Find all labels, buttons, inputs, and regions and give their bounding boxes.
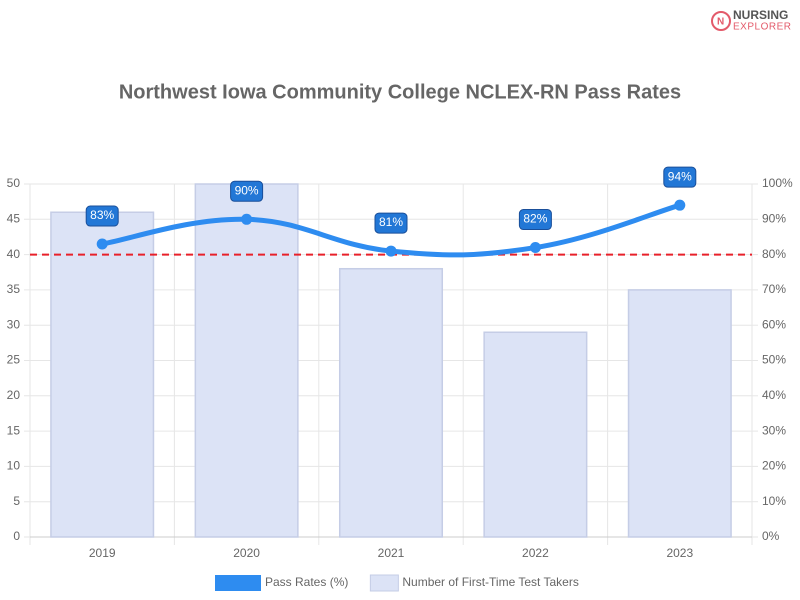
x-tick-label: 2019 [89,546,116,560]
x-tick-label: 2023 [666,546,693,560]
data-label: 94% [668,169,692,183]
y2-tick-label: 50% [762,353,786,367]
chart-title: Northwest Iowa Community College NCLEX-R… [119,81,681,103]
y2-tick-label: 70% [762,282,786,296]
bar [50,211,155,538]
point [385,245,397,257]
point [241,213,253,225]
y-tick-label: 50 [7,176,21,190]
y2-tick-label: 40% [762,388,786,402]
x-tick-label: 2020 [233,546,260,560]
y2-tick-label: 60% [762,317,786,331]
bar [483,331,588,538]
y-tick-label: 25 [7,353,21,367]
data-label-box [85,205,119,227]
logo-text: EXPLORER [733,22,791,33]
bar [338,267,444,538]
y2-tick-label: 80% [762,247,786,261]
logo: N NURSING EXPLORER [711,8,791,33]
y-tick-label: 0 [13,529,20,543]
legend-swatch [215,575,261,591]
logo-icon [711,11,731,31]
x-tick-label: 2022 [522,546,549,560]
point [529,242,541,254]
legend-label: Number of First-Time Test Takers [402,575,578,589]
data-label-box [518,209,552,231]
y-tick-label: 5 [13,494,20,508]
y2-tick-label: 20% [762,459,786,473]
point [674,199,686,211]
data-label: 82% [523,212,547,226]
y2-tick-label: 90% [762,211,786,225]
x-tick-label: 2021 [378,546,405,560]
y2-tick-label: 30% [762,423,786,437]
data-label-box [230,180,264,202]
data-label-box [663,166,697,188]
logo-glyph: N [717,17,724,28]
y2-tick-label: 100% [762,176,793,190]
point [96,238,108,250]
y-tick-label: 20 [7,388,21,402]
y-tick-label: 10 [7,459,21,473]
data-label: 90% [235,183,259,197]
legend-swatch [369,574,399,592]
data-label: 83% [90,208,114,222]
bar [627,289,732,538]
y-tick-label: 15 [7,423,21,437]
legend-label: Pass Rates (%) [265,575,348,589]
y-tick-label: 35 [7,282,21,296]
data-label-box [374,212,408,234]
y-tick-label: 45 [7,211,21,225]
bar [194,183,299,538]
y-tick-label: 40 [7,247,21,261]
y2-tick-label: 0% [762,529,780,543]
y2-tick-label: 10% [762,494,786,508]
y-tick-label: 30 [7,317,21,331]
data-label: 81% [379,215,403,229]
logo-text: NURSING [733,8,788,22]
